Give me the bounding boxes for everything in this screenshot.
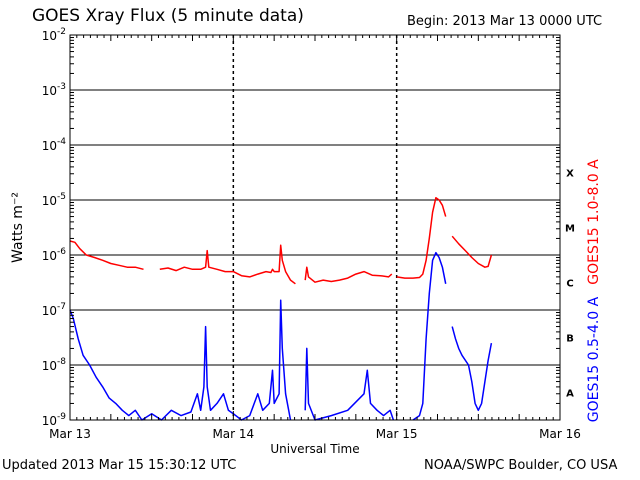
flare-class-label: M: [565, 224, 575, 235]
series-line: [69, 299, 292, 421]
y-tick-label: 10-7: [42, 302, 66, 318]
updated-timestamp: Updated 2013 Mar 15 15:30:12 UTC: [2, 458, 237, 473]
flare-class-label: C: [566, 279, 573, 290]
series-line: [451, 326, 493, 412]
y-tick-label: 10-3: [42, 82, 66, 98]
y-tick-label: 10-2: [42, 27, 66, 43]
y-tick-label: 10-9: [42, 412, 67, 428]
x-tick-label: Mar 14: [212, 427, 254, 441]
tick-layer: [69, 34, 561, 421]
y-axis-label: Watts m⁻²: [10, 192, 26, 263]
credit-label: NOAA/SWPC Boulder, CO USA: [424, 458, 618, 473]
y-tick-label: 10-4: [42, 137, 67, 153]
y-tick-label: 10-5: [42, 192, 66, 208]
x-tick-label: Mar 15: [376, 427, 418, 441]
plot-frame: [69, 34, 561, 421]
series-line: [159, 244, 296, 285]
begin-time-label: Begin: 2013 Mar 13 0000 UTC: [407, 14, 603, 29]
series-line: [69, 240, 144, 271]
series-line: [304, 347, 395, 421]
flare-class-label: A: [566, 389, 574, 400]
chart-title: GOES Xray Flux (5 minute data): [32, 6, 304, 26]
y-tick-label: 10-8: [42, 357, 67, 373]
grid-layer: [70, 35, 560, 420]
flare-class-label: X: [566, 169, 574, 180]
flare-class-label: B: [566, 334, 574, 345]
y-tick-label: 10-6: [42, 247, 67, 263]
series-line: [304, 266, 393, 283]
series-line: [396, 196, 447, 279]
series-layer: [69, 196, 493, 421]
series-line: [412, 251, 447, 421]
x-axis-label: Universal Time: [270, 442, 359, 456]
series-legend-label: GOES15 0.5-4.0 A: [586, 296, 602, 422]
x-tick-label: Mar 16: [539, 427, 581, 441]
series-legend-label: GOES15 1.0-8.0 A: [586, 159, 602, 285]
series-line: [451, 235, 493, 268]
x-tick-label: Mar 13: [49, 427, 91, 441]
